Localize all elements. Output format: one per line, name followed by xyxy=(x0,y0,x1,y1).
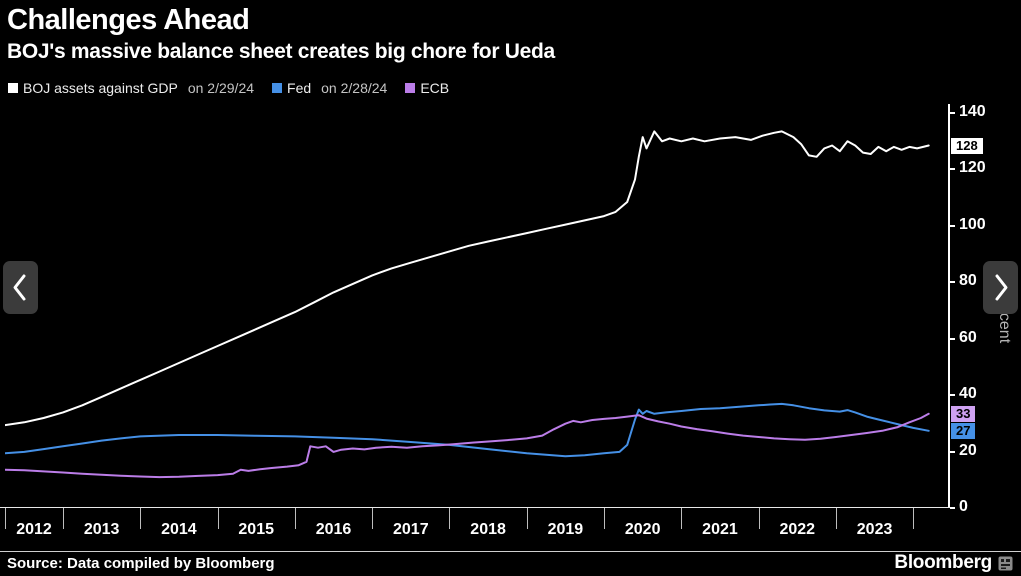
x-axis-year-label: 2022 xyxy=(779,521,816,538)
x-axis-tick xyxy=(913,508,915,529)
carousel-next-button[interactable] xyxy=(983,261,1018,314)
x-axis-tick xyxy=(217,508,219,529)
y-axis-tick xyxy=(950,337,955,340)
series-line-ecb xyxy=(5,412,930,479)
carousel-previous-button[interactable] xyxy=(3,261,38,314)
x-axis-year-label: 2015 xyxy=(238,521,274,538)
series-line-boj xyxy=(5,130,930,427)
legend-date-boj: on 2/29/24 xyxy=(187,80,255,96)
chart-subtitle: BOJ's massive balance sheet creates big … xyxy=(7,40,555,63)
x-axis-tick xyxy=(372,508,374,529)
bloomberg-terminal-icon xyxy=(998,556,1013,570)
bloomberg-logo: Bloomberg xyxy=(894,552,1013,574)
chevron-left-icon xyxy=(13,274,26,301)
x-axis-year-label: 2017 xyxy=(393,521,429,538)
y-axis-tick-label: 100 xyxy=(959,215,986,233)
x-axis-tick xyxy=(140,508,142,529)
y-axis-tick-label: 40 xyxy=(959,385,977,403)
legend-item-ecb: ECB xyxy=(405,80,449,96)
x-axis-year-label: 2013 xyxy=(83,521,120,538)
legend-item-boj: BOJ assets against GDP on 2/29/24 xyxy=(8,80,254,96)
legend-label-ecb: ECB xyxy=(420,80,450,96)
footer-divider-line xyxy=(0,551,1021,552)
y-axis-tick xyxy=(950,168,955,171)
y-axis-tick-label: 140 xyxy=(959,102,986,120)
legend-swatch-ecb xyxy=(405,83,416,93)
legend-date-fed: on 2/28/24 xyxy=(321,80,388,96)
legend-swatch-fed xyxy=(272,83,283,93)
last-value-badge-boj: 128 xyxy=(951,137,983,154)
x-axis-line xyxy=(0,507,950,508)
x-axis-tick xyxy=(758,508,760,529)
last-value-badge-fed: 27 xyxy=(951,422,976,439)
legend-label-boj: BOJ assets against GDP xyxy=(23,80,178,96)
x-axis-tick xyxy=(449,508,451,529)
y-axis-tick xyxy=(950,394,955,397)
source-credit: Source: Data compiled by Bloomberg xyxy=(7,555,275,572)
x-axis-tick xyxy=(681,508,683,529)
x-axis-tick xyxy=(5,508,6,529)
legend-label-fed: Fed xyxy=(287,80,312,96)
y-axis-tick-label: 80 xyxy=(959,272,977,290)
y-axis-tick-label: 120 xyxy=(959,159,986,177)
x-axis-tick xyxy=(294,508,296,529)
x-axis-tick xyxy=(604,508,606,529)
y-axis-tick xyxy=(950,224,955,227)
chart-legend: BOJ assets against GDP on 2/29/24 Fed on… xyxy=(8,80,449,96)
x-axis-year-label: 2014 xyxy=(161,521,197,538)
x-axis-tick xyxy=(62,508,64,529)
y-axis-tick xyxy=(950,111,955,114)
chart-plot-area xyxy=(5,130,930,479)
x-axis-tick xyxy=(526,508,528,529)
series-line-fed xyxy=(5,402,930,458)
last-value-badge-ecb: 33 xyxy=(951,405,976,422)
y-axis-line xyxy=(948,104,950,508)
x-axis-tick xyxy=(835,508,837,529)
chevron-right-icon xyxy=(995,274,1008,301)
x-axis-year-label: 2012 xyxy=(16,521,52,538)
x-axis-year-label: 2023 xyxy=(856,521,893,538)
y-axis-tick xyxy=(950,450,955,453)
x-axis-year-label: 2016 xyxy=(315,521,352,538)
x-axis-year-label: 2021 xyxy=(702,521,738,538)
legend-swatch-boj xyxy=(8,83,18,93)
y-axis-tick-label: 20 xyxy=(959,441,977,459)
y-axis-tick-label: 60 xyxy=(959,328,977,346)
legend-item-fed: Fed on 2/28/24 xyxy=(272,80,387,96)
x-axis-year-label: 2019 xyxy=(547,521,584,538)
y-axis-tick-label: 0 xyxy=(959,498,968,515)
x-axis-year-label: 2018 xyxy=(470,521,506,538)
x-axis-year-label: 2020 xyxy=(624,521,661,538)
bloomberg-wordmark: Bloomberg xyxy=(894,552,992,573)
chart-title: Challenges Ahead xyxy=(7,4,250,36)
y-axis-tick xyxy=(950,281,955,284)
y-axis-tick xyxy=(950,507,955,509)
